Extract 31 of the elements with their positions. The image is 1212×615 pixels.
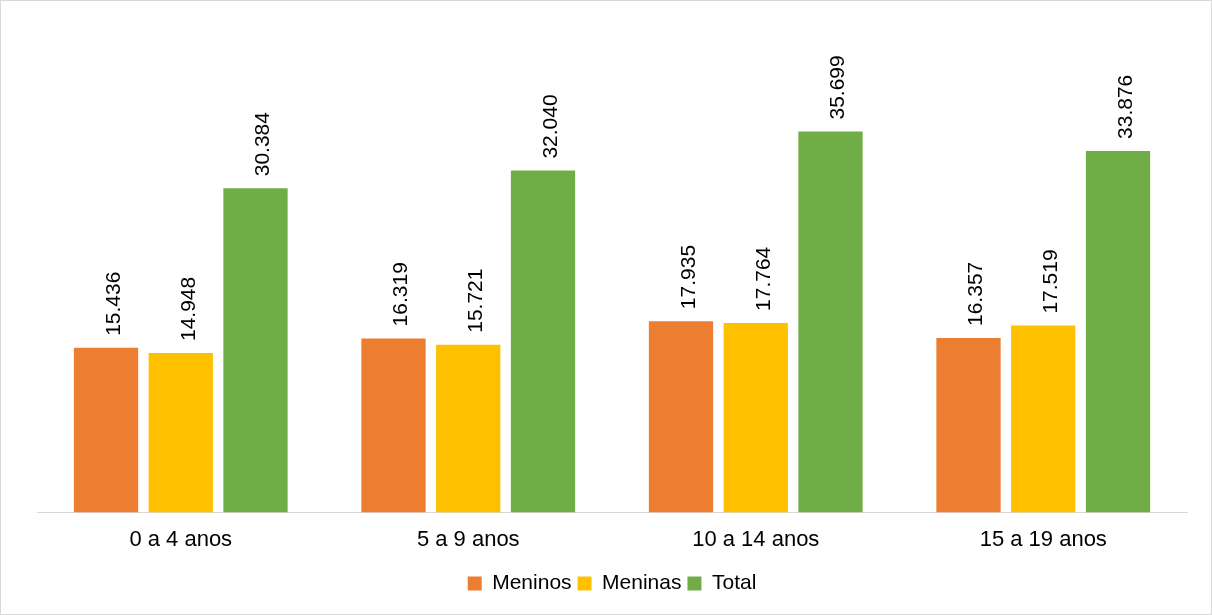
data-label: 16.357 (963, 261, 987, 326)
bar (510, 170, 576, 513)
data-label: 35.699 (825, 55, 849, 120)
x-tick-label: 0 a 4 anos (129, 525, 233, 551)
x-tick-label: 10 a 14 anos (692, 525, 820, 551)
bar (436, 344, 501, 513)
data-label: 16.319 (388, 262, 412, 327)
data-label: 15.436 (100, 271, 124, 336)
bar (798, 131, 863, 513)
data-label: 14.948 (175, 276, 199, 342)
bar (723, 322, 788, 513)
bar (648, 321, 714, 513)
data-label: 17.519 (1038, 249, 1062, 314)
x-tick-label: 5 a 9 anos (416, 525, 520, 551)
data-label: 15.721 (463, 268, 487, 333)
bar (1011, 325, 1076, 513)
data-label: 33.876 (1112, 74, 1136, 139)
bar (148, 353, 213, 513)
legend-label: Total (711, 570, 757, 594)
bar (936, 337, 1001, 513)
bar (73, 347, 139, 513)
x-tick-label: 15 a 19 anos (979, 525, 1107, 551)
data-label: 17.935 (675, 244, 699, 310)
legend-label: Meninos (492, 570, 572, 594)
bar (361, 338, 426, 513)
bar (223, 188, 288, 513)
bar (1085, 150, 1151, 513)
data-label: 17.764 (750, 246, 774, 311)
data-label: 30.384 (250, 111, 274, 177)
legend-label: Meninas (602, 570, 682, 594)
data-label: 32.040 (537, 94, 561, 159)
